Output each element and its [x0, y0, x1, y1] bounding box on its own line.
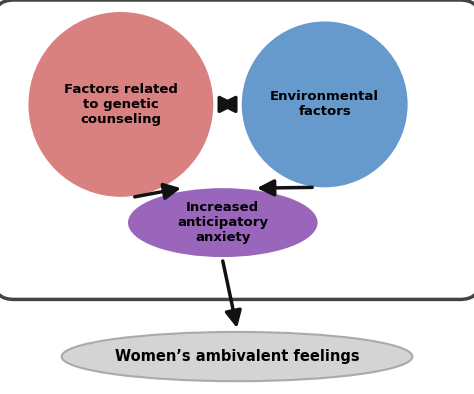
- Ellipse shape: [62, 332, 412, 381]
- Ellipse shape: [242, 21, 408, 188]
- Ellipse shape: [128, 188, 318, 257]
- Text: Environmental
factors: Environmental factors: [270, 90, 379, 119]
- Text: Women’s ambivalent feelings: Women’s ambivalent feelings: [115, 349, 359, 364]
- FancyBboxPatch shape: [0, 0, 474, 299]
- Ellipse shape: [28, 12, 213, 197]
- Text: Factors related
to genetic
counseling: Factors related to genetic counseling: [64, 83, 178, 126]
- Text: Increased
anticipatory
anxiety: Increased anticipatory anxiety: [177, 201, 268, 244]
